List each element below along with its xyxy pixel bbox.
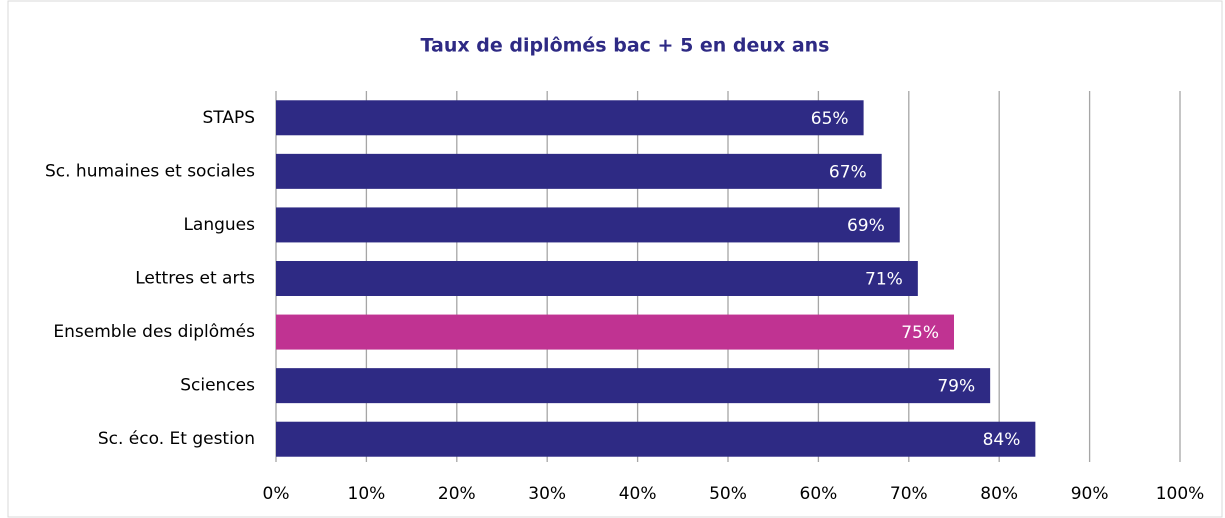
x-tick-label: 80% <box>980 484 1018 504</box>
y-tick-label: Sc. humaines et sociales <box>45 161 255 181</box>
x-tick-label: 70% <box>890 484 928 504</box>
y-tick-label: Sc. éco. Et gestion <box>98 429 255 449</box>
y-tick-label: Langues <box>183 215 255 235</box>
bar <box>276 207 900 243</box>
value-label: 71% <box>865 270 903 290</box>
bar <box>276 368 991 404</box>
value-label: 67% <box>829 162 867 182</box>
bar <box>276 314 954 350</box>
chart-title: Taux de diplômés bac + 5 en deux ans <box>421 35 830 57</box>
value-label: 79% <box>937 377 975 397</box>
x-tick-label: 90% <box>1071 484 1109 504</box>
x-tick-label: 10% <box>348 484 386 504</box>
value-label: 65% <box>811 109 849 129</box>
value-label: 75% <box>901 323 939 343</box>
x-tick-label: 50% <box>709 484 747 504</box>
x-tick-label: 30% <box>528 484 566 504</box>
value-label: 69% <box>847 216 885 236</box>
y-tick-label: STAPS <box>202 108 255 128</box>
x-tick-label: 40% <box>619 484 657 504</box>
bar <box>276 261 918 296</box>
bar <box>276 153 882 189</box>
y-tick-label: Sciences <box>180 376 255 396</box>
x-tick-label: 0% <box>263 484 290 504</box>
x-tick-label: 60% <box>800 484 838 504</box>
y-tick-label: Ensemble des diplômés <box>53 322 255 342</box>
value-label: 84% <box>983 430 1021 450</box>
y-tick-label: Lettres et arts <box>135 269 255 289</box>
x-tick-label: 100% <box>1156 484 1205 504</box>
bar <box>276 421 1036 457</box>
x-tick-label: 20% <box>438 484 476 504</box>
bar <box>276 100 864 136</box>
